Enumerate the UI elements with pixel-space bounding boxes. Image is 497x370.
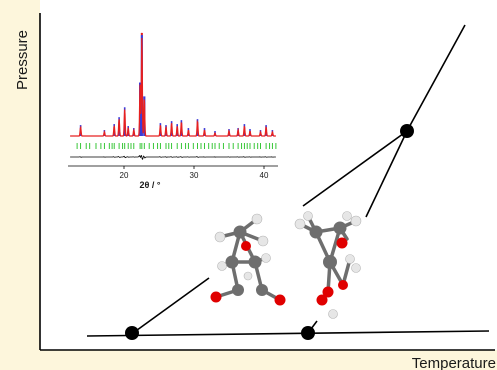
carbon-atom <box>233 225 247 239</box>
molecule-structure-left <box>210 213 286 306</box>
boundary-line-low-left <box>132 277 210 334</box>
calculated-pattern <box>70 37 276 137</box>
hydrogen-atom <box>303 211 313 221</box>
carbon-atom <box>333 221 347 235</box>
inset-ticks: 20 30 40 <box>120 166 269 180</box>
boundary-line-right <box>365 130 408 218</box>
hydrogen-atom <box>345 254 355 264</box>
carbon-atom <box>309 225 323 239</box>
difference-curve <box>70 154 276 160</box>
carbon-atom <box>232 284 244 296</box>
oxygen-atom <box>338 280 348 290</box>
boundary-line-bottom <box>86 330 490 337</box>
peak-marker <box>140 32 144 36</box>
phase-point <box>301 326 315 340</box>
hydrogen-atom <box>217 261 227 271</box>
pxrd-inset: 20 30 40 2θ / ° <box>68 32 278 190</box>
boundary-line-left <box>302 130 408 207</box>
inset-tick-label: 30 <box>190 171 199 180</box>
hydrogen-atom <box>294 218 306 230</box>
boundary-line-upper <box>406 24 466 132</box>
carbon-atom <box>323 255 337 269</box>
phase-point <box>125 326 139 340</box>
hydrogen-atom <box>243 271 253 281</box>
hydrogen-atom <box>328 309 338 319</box>
oxygen-atom <box>322 286 334 298</box>
oxygen-atom <box>274 294 286 306</box>
inset-x-axis-label: 2θ / ° <box>140 180 161 190</box>
oxygen-atom <box>210 291 222 303</box>
reflection-markers <box>76 143 277 149</box>
inset-tick-label: 40 <box>260 171 269 180</box>
hydrogen-atom <box>261 253 271 263</box>
hydrogen-atom <box>342 211 352 221</box>
phase-point <box>400 124 414 138</box>
hydrogen-atom <box>257 235 269 247</box>
inset-tick-label: 20 <box>120 171 129 180</box>
carbon-atom <box>248 255 262 269</box>
hydrogen-atom <box>351 263 361 273</box>
carbon-atom <box>225 255 239 269</box>
hydrogen-atom <box>214 231 226 243</box>
hydrogen-atom <box>251 213 263 225</box>
carbon-atom <box>256 284 268 296</box>
plot-panel <box>40 0 497 350</box>
oxygen-atom <box>336 237 348 249</box>
hydrogen-atom <box>350 215 362 227</box>
x-axis-label: Temperature <box>412 355 496 370</box>
oxygen-atom <box>316 294 328 306</box>
y-axis-label: Pressure <box>14 30 31 90</box>
oxygen-atom <box>241 241 251 251</box>
molecule-structure-right <box>294 211 362 319</box>
